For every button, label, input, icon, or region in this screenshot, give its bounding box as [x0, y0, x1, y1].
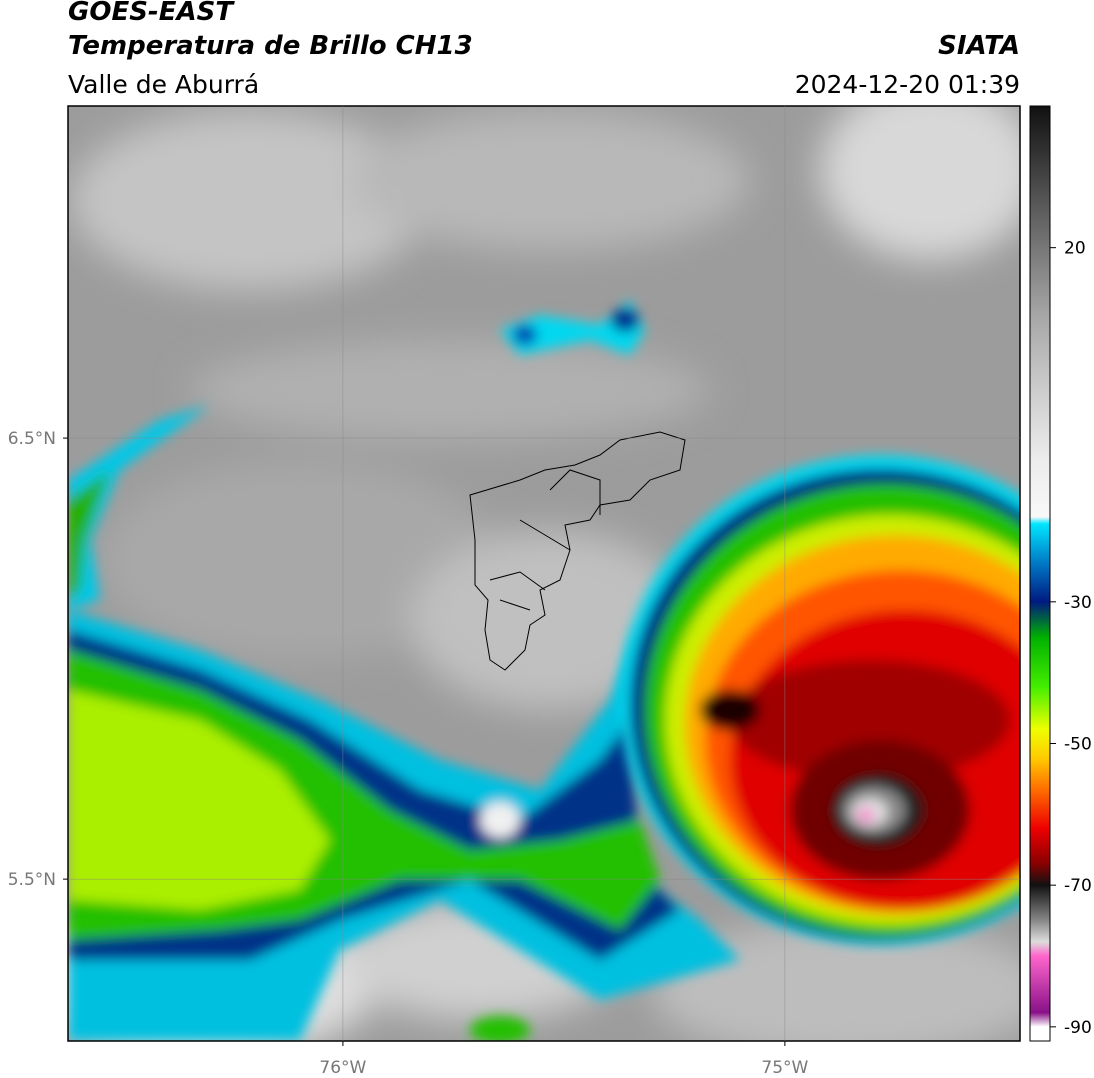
colorbar-tick-label: -50 [1064, 735, 1092, 755]
x-tick-label: 75°W [761, 1058, 808, 1078]
source: SIATA [938, 31, 1020, 61]
colorbar-tick-label: -90 [1064, 1018, 1092, 1038]
satellite-image [68, 106, 1020, 1041]
colorbar [1029, 105, 1051, 1042]
y-tick-label: 6.5°N [8, 429, 56, 449]
title: GOES-EAST [68, 0, 235, 27]
region: Valle de Aburrá [68, 70, 259, 99]
timestamp: 2024-12-20 01:39 [795, 70, 1020, 99]
subtitle: Temperatura de Brillo CH13 [68, 31, 473, 61]
colorbar-tick-label: -30 [1064, 593, 1092, 613]
y-tick-label: 5.5°N [8, 870, 56, 890]
x-tick-label: 76°W [319, 1058, 366, 1078]
colorbar-tick-label: -70 [1064, 876, 1092, 896]
map-frame [67, 105, 1021, 1042]
colorbar-tick-label: 20 [1064, 239, 1086, 259]
